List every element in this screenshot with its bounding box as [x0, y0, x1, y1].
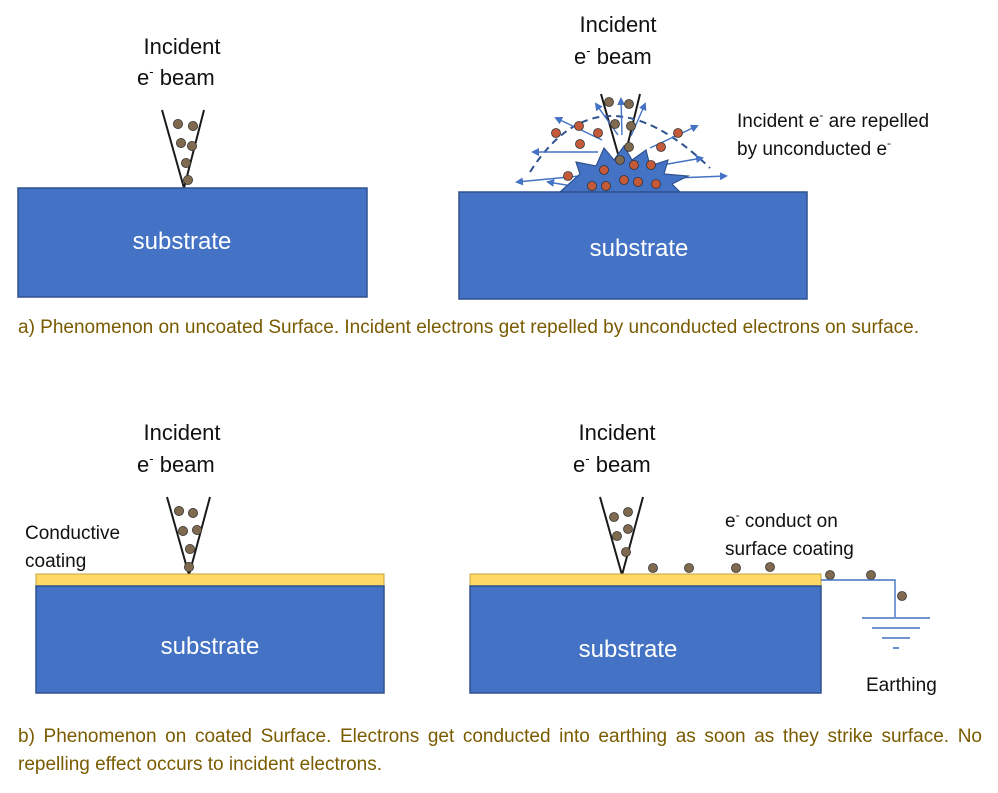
caption-panel-a: a) Phenomenon on uncoated Surface. Incid…: [18, 317, 919, 338]
electron: [187, 507, 198, 518]
electron: [175, 137, 186, 148]
electron: [610, 119, 620, 129]
beam-funnel: [166, 496, 211, 576]
electron: [587, 181, 597, 191]
repel-arrow: [630, 102, 647, 137]
electron-group: [609, 507, 907, 601]
electron: [177, 526, 188, 537]
substrate-label: substrate: [161, 633, 260, 660]
repulsion-boundary-dashed: [529, 115, 711, 173]
electron: [599, 165, 609, 175]
electron: [187, 121, 198, 132]
electron: [624, 142, 634, 152]
caption-panel-b: b) Phenomenon on coated Surface. Electro…: [18, 726, 982, 775]
repel-arrow: [661, 155, 704, 166]
electron-group: [173, 505, 202, 573]
electron: [633, 177, 643, 187]
panel-a-uncoated-repelled: Incident e- beam Incident e- are repelle…: [458, 12, 929, 300]
earthing-label: Earthing: [866, 675, 937, 696]
electron: [623, 524, 633, 534]
substrate-block: [35, 585, 385, 694]
beam-label-line1: Incident: [578, 420, 655, 445]
beam-label-line1: Incident: [143, 420, 220, 445]
electron: [172, 119, 183, 130]
electron: [593, 128, 603, 138]
electron: [574, 121, 584, 131]
electron: [629, 160, 639, 170]
beam-label-line2: e- beam: [574, 43, 652, 69]
substrate-block: [17, 187, 368, 298]
electron: [186, 140, 197, 151]
electron: [551, 128, 561, 138]
repel-arrow: [594, 102, 619, 136]
substrate-label: substrate: [133, 228, 232, 255]
beam-label-line2: e- beam: [137, 451, 215, 477]
conductive-coating-layer: [35, 573, 385, 587]
electron: [183, 562, 194, 573]
panel-b-coated-conducted: Incident e- beam e- conduct on surface c…: [469, 420, 937, 696]
electron: [648, 563, 658, 573]
repel-note-line2: by unconducted e-: [737, 136, 891, 160]
electron: [615, 155, 625, 165]
electron: [656, 142, 666, 152]
charge-buildup-burst: [558, 144, 691, 193]
conduct-note-line2: surface coating: [725, 539, 854, 560]
substrate-block: [458, 191, 808, 300]
electron: [563, 171, 573, 181]
electron: [866, 570, 876, 580]
substrate-block: [469, 585, 822, 694]
electron: [612, 531, 622, 541]
electron: [180, 157, 191, 168]
electron: [897, 591, 907, 601]
substrate-label: substrate: [590, 235, 689, 262]
electron: [173, 505, 184, 516]
electron: [684, 563, 694, 573]
electron: [184, 544, 195, 555]
electron: [182, 174, 193, 185]
electron: [623, 507, 633, 517]
beam-label-line1: Incident: [579, 12, 656, 37]
electron: [626, 121, 636, 131]
ground-wire: [821, 579, 896, 617]
electron: [191, 525, 202, 536]
conductive-coating-layer: [469, 573, 822, 587]
electron: [825, 570, 835, 580]
electron-group: [551, 97, 683, 191]
coating-label-line1: Conductive: [25, 523, 120, 544]
repel-arrow: [617, 97, 626, 136]
electron: [621, 547, 631, 557]
beam-funnel: [161, 109, 205, 189]
beam-funnel: [599, 496, 644, 576]
electron: [646, 160, 656, 170]
electron: [609, 512, 619, 522]
electron: [604, 97, 614, 107]
electron: [619, 175, 629, 185]
electron: [651, 179, 661, 189]
electron: [731, 563, 741, 573]
substrate-label: substrate: [579, 636, 678, 663]
electron: [575, 139, 585, 149]
electron: [673, 128, 683, 138]
panel-b-coated-incident: Incident e- beam Conductive coating subs…: [25, 420, 385, 694]
conduct-note-line1: e- conduct on: [725, 508, 838, 532]
repel-note-line1: Incident e- are repelled: [737, 108, 929, 132]
electron: [601, 181, 611, 191]
beam-label-line1: Incident: [143, 34, 220, 59]
electron-group: [172, 119, 198, 185]
coating-label-line2: coating: [25, 551, 86, 572]
electron: [624, 99, 634, 109]
panel-a-uncoated-incident: Incident e- beam substrate: [17, 34, 368, 298]
electron: [765, 562, 775, 572]
earthing-ground-symbol: [821, 579, 930, 649]
beam-label-line2: e- beam: [137, 64, 215, 90]
beam-label-line2: e- beam: [573, 451, 651, 477]
